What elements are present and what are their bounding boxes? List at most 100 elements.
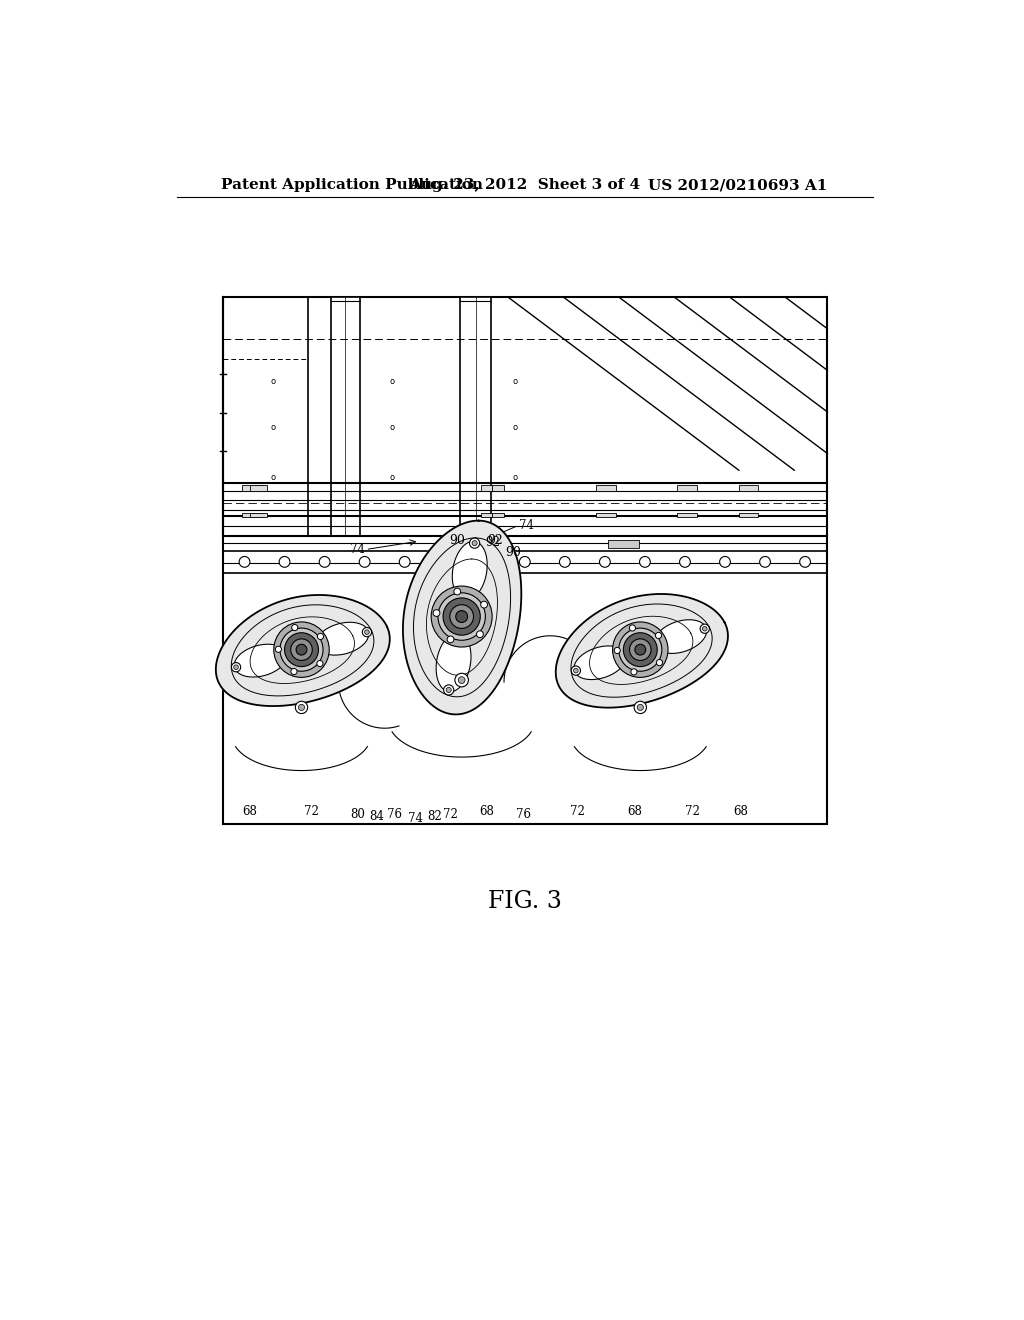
Text: o: o [513, 378, 518, 387]
Text: US 2012/0210693 A1: US 2012/0210693 A1 [648, 178, 827, 193]
Bar [739, 512, 758, 517]
Circle shape [291, 668, 297, 675]
Circle shape [280, 557, 290, 568]
Bar [460, 297, 490, 536]
Circle shape [446, 688, 452, 693]
Bar [493, 512, 504, 517]
Bar [677, 484, 696, 491]
Text: 76: 76 [516, 808, 530, 821]
Circle shape [298, 705, 304, 710]
Text: 76: 76 [387, 808, 402, 821]
Polygon shape [453, 541, 487, 601]
Text: o: o [513, 474, 518, 482]
Text: 68: 68 [628, 805, 642, 818]
Circle shape [612, 622, 668, 677]
Circle shape [439, 557, 451, 568]
Text: 84: 84 [370, 810, 384, 822]
Circle shape [362, 627, 372, 636]
Polygon shape [654, 619, 707, 653]
Text: Aug. 23, 2012  Sheet 3 of 4: Aug. 23, 2012 Sheet 3 of 4 [410, 178, 640, 193]
Circle shape [624, 632, 657, 667]
Circle shape [614, 647, 621, 653]
Text: o: o [270, 378, 275, 387]
Text: 90: 90 [506, 546, 521, 560]
Circle shape [450, 605, 473, 628]
Circle shape [480, 601, 487, 609]
Polygon shape [216, 595, 390, 706]
Circle shape [295, 701, 307, 714]
Circle shape [472, 541, 477, 545]
Circle shape [455, 673, 468, 686]
Circle shape [296, 644, 307, 655]
Text: 72: 72 [685, 805, 700, 818]
Text: 68: 68 [243, 805, 257, 818]
Circle shape [680, 557, 690, 568]
Circle shape [702, 627, 707, 631]
Circle shape [459, 677, 465, 684]
Circle shape [571, 667, 581, 676]
Bar [608, 540, 639, 548]
Circle shape [273, 622, 330, 677]
Circle shape [447, 636, 454, 643]
Circle shape [292, 624, 298, 631]
Polygon shape [556, 594, 728, 708]
Circle shape [640, 557, 650, 568]
Text: 92: 92 [487, 533, 503, 546]
Bar [739, 484, 758, 491]
Circle shape [454, 589, 461, 595]
Text: o: o [513, 424, 518, 433]
Text: 74: 74 [519, 519, 535, 532]
Circle shape [317, 634, 324, 639]
Circle shape [240, 557, 250, 568]
Polygon shape [436, 634, 471, 692]
Circle shape [365, 630, 370, 635]
Circle shape [700, 624, 710, 634]
Polygon shape [574, 645, 626, 680]
Circle shape [634, 701, 646, 714]
Text: 90: 90 [450, 533, 465, 546]
Text: 74: 74 [350, 543, 366, 556]
Text: FIG. 3: FIG. 3 [487, 890, 562, 913]
Circle shape [433, 610, 440, 616]
Circle shape [275, 647, 282, 652]
Text: 72: 72 [569, 805, 585, 818]
Circle shape [470, 539, 479, 548]
Circle shape [630, 639, 651, 660]
Bar [481, 512, 493, 517]
Bar [677, 512, 696, 517]
Text: 68: 68 [479, 805, 494, 818]
Bar [243, 512, 264, 517]
Bar [243, 484, 264, 491]
Bar [223, 297, 827, 825]
Circle shape [519, 557, 530, 568]
Bar [331, 297, 360, 536]
Text: 68: 68 [734, 805, 749, 818]
Circle shape [631, 669, 637, 675]
Circle shape [479, 557, 490, 568]
Text: 92: 92 [485, 536, 501, 549]
Text: 74: 74 [408, 812, 423, 825]
Circle shape [233, 665, 239, 669]
Text: o: o [390, 424, 395, 433]
Circle shape [655, 632, 662, 639]
Circle shape [559, 557, 570, 568]
Polygon shape [402, 520, 521, 714]
Circle shape [476, 631, 483, 638]
Polygon shape [316, 622, 369, 655]
Circle shape [291, 639, 312, 660]
Circle shape [280, 628, 323, 671]
Text: 72: 72 [442, 808, 458, 821]
Circle shape [800, 557, 810, 568]
Text: 80: 80 [350, 808, 366, 821]
Circle shape [456, 611, 468, 623]
Circle shape [760, 557, 770, 568]
Circle shape [319, 557, 330, 568]
Polygon shape [234, 644, 287, 677]
Circle shape [618, 628, 662, 671]
Circle shape [285, 632, 318, 667]
Circle shape [599, 557, 610, 568]
Text: 72: 72 [304, 805, 318, 818]
Circle shape [656, 660, 663, 665]
Bar [493, 484, 504, 491]
Text: 82: 82 [427, 810, 442, 822]
